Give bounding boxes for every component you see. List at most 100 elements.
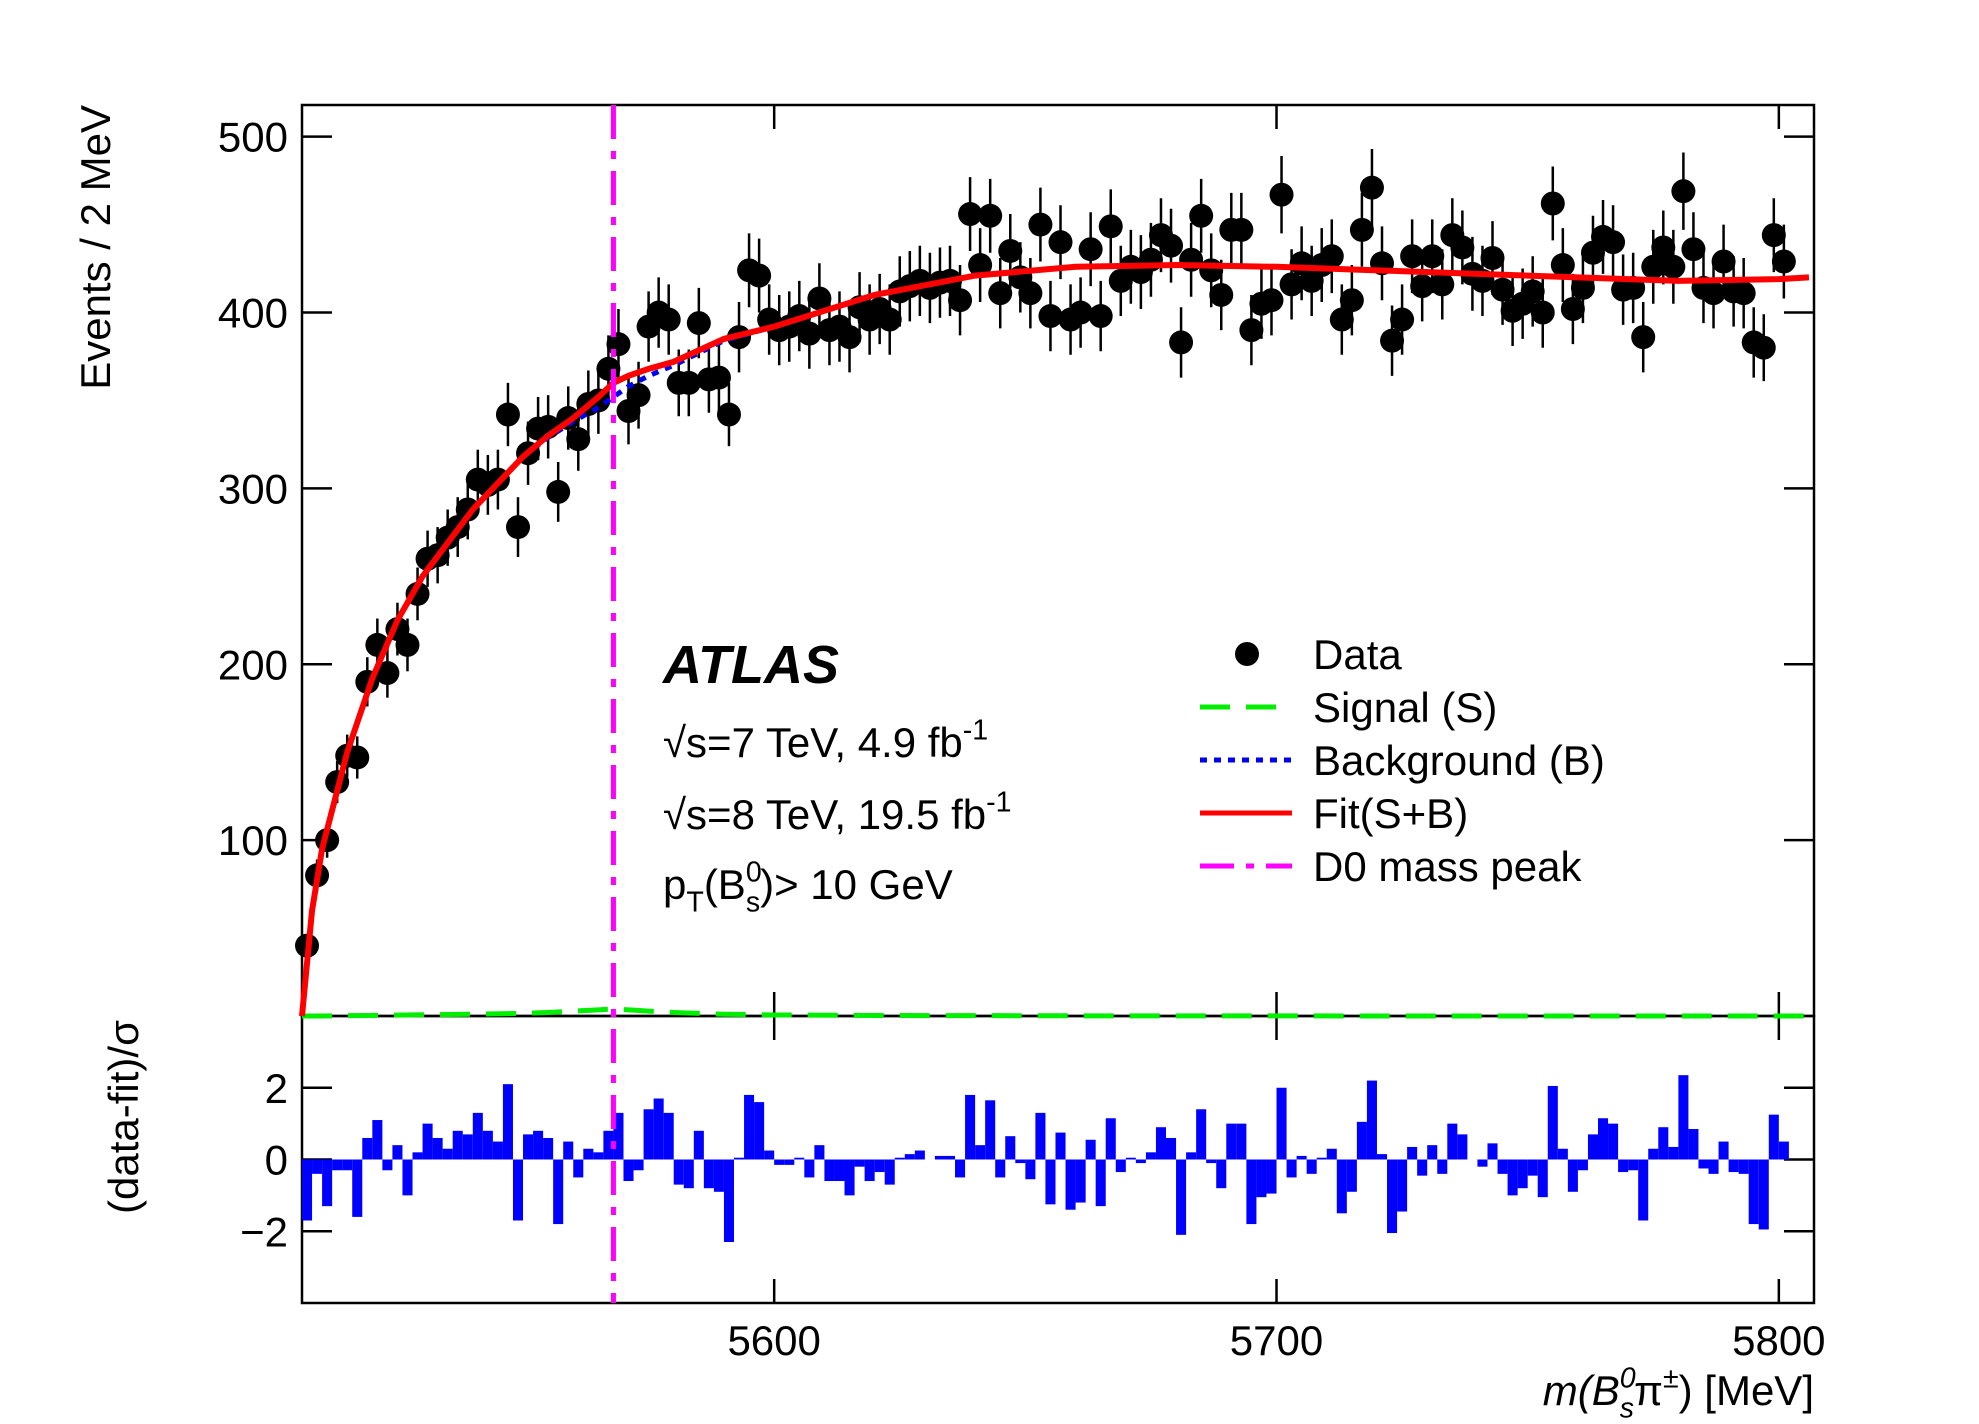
residual-bar: [342, 1159, 353, 1171]
data-point: [747, 263, 772, 288]
residual-bar: [1035, 1112, 1046, 1160]
residual-bar: [1628, 1159, 1639, 1171]
residual-bar: [784, 1159, 795, 1165]
data-point: [606, 332, 631, 357]
data-point: [1430, 272, 1455, 297]
data-point: [1661, 254, 1686, 279]
data-point: [1631, 325, 1656, 350]
residual-bar: [633, 1159, 644, 1171]
y-tick-label: −2: [240, 1208, 288, 1255]
residual-bar: [1427, 1145, 1438, 1160]
residual-bar: [1266, 1159, 1277, 1194]
text-part: ) [MeV]: [1679, 1367, 1814, 1414]
residual-bar: [1326, 1148, 1337, 1160]
residual-bar: [1577, 1159, 1588, 1171]
y-axis-label: Events / 2 MeV: [72, 105, 119, 390]
data-point: [506, 515, 530, 540]
residual-bar: [593, 1152, 604, 1160]
data-point: [1771, 249, 1796, 274]
residual-bar: [824, 1159, 835, 1182]
residual-bar: [412, 1152, 423, 1160]
data-point: [968, 253, 993, 278]
data-point: [1269, 182, 1294, 207]
residual-bar: [1688, 1129, 1699, 1160]
data-point: [596, 356, 621, 381]
data-point: [1329, 307, 1354, 332]
residual-bar: [1557, 1148, 1568, 1160]
data-point: [1480, 246, 1505, 271]
residual-bar: [723, 1159, 734, 1243]
residual-bar: [502, 1084, 513, 1160]
residual-bar: [1417, 1159, 1428, 1176]
data-point: [1671, 179, 1696, 204]
text-part: π: [1634, 1367, 1663, 1414]
data-point: [1359, 175, 1384, 200]
residual-bar: [1768, 1114, 1779, 1160]
data-point: [837, 325, 862, 350]
legend-label: Data: [1313, 631, 1402, 678]
data-point: [1279, 272, 1304, 297]
data-point: [1239, 318, 1264, 343]
residual-bar: [402, 1159, 413, 1196]
residual-bar: [1537, 1159, 1548, 1198]
data-point: [797, 321, 822, 346]
residual-bar: [1547, 1085, 1558, 1160]
text-part: √s=8 TeV, 19.5 fb: [663, 791, 986, 838]
data-point: [1731, 281, 1756, 306]
data-point: [495, 402, 520, 427]
residual-bar: [482, 1130, 493, 1160]
residual-bar: [713, 1159, 724, 1192]
residual-bar: [603, 1130, 614, 1160]
residual-bar: [392, 1145, 403, 1160]
x-axis-label: m(B0 sπ±) [MeV]: [1543, 1362, 1814, 1424]
data-point: [1400, 244, 1425, 269]
data-point: [656, 307, 681, 332]
residual-bar: [462, 1134, 473, 1160]
residual-bar: [703, 1159, 714, 1189]
data-point: [1490, 277, 1515, 302]
residual-bar: [1477, 1159, 1488, 1167]
data-point: [1229, 217, 1254, 242]
residual-bar: [653, 1098, 664, 1160]
residual-bar: [432, 1137, 443, 1160]
residual-bar: [442, 1148, 453, 1160]
residual-bar: [774, 1159, 785, 1165]
residual-bar: [754, 1102, 765, 1160]
residual-bar: [322, 1159, 333, 1207]
residual-bar: [1005, 1136, 1016, 1160]
residual-bar: [1115, 1159, 1126, 1173]
residual-bar: [944, 1155, 956, 1160]
residual-bar: [814, 1145, 825, 1160]
residual-bar: [693, 1130, 704, 1160]
text-part: )> 10 GeV: [760, 861, 953, 908]
data-point: [1701, 281, 1726, 306]
residual-bar: [904, 1154, 915, 1160]
data-point: [948, 288, 973, 313]
data-point: [1088, 304, 1113, 329]
data-point: [1209, 282, 1234, 307]
residual-bar: [1286, 1159, 1297, 1178]
residual-bar: [643, 1109, 654, 1160]
data-point: [1390, 307, 1415, 332]
residual-bar: [332, 1159, 343, 1171]
data-point: [1018, 281, 1043, 306]
residual-bar: [623, 1159, 634, 1182]
residual-bar: [1105, 1118, 1116, 1160]
residual-bar: [1186, 1152, 1197, 1160]
residual-bar: [794, 1157, 805, 1160]
data-point: [1159, 233, 1184, 258]
text-part: (B: [704, 861, 746, 908]
residual-bar: [1135, 1159, 1146, 1164]
data-point: [1098, 214, 1123, 239]
residual-bar: [1527, 1159, 1538, 1176]
text-part: T: [686, 887, 703, 919]
residual-bar: [372, 1120, 383, 1160]
residual-bar: [1708, 1159, 1719, 1174]
curve: [302, 1006, 1809, 1019]
residual-bar: [1698, 1159, 1709, 1169]
data-point: [345, 745, 370, 770]
data-point: [1601, 230, 1626, 255]
residual-bar: [1025, 1159, 1036, 1180]
y-tick-label: 300: [218, 465, 288, 512]
